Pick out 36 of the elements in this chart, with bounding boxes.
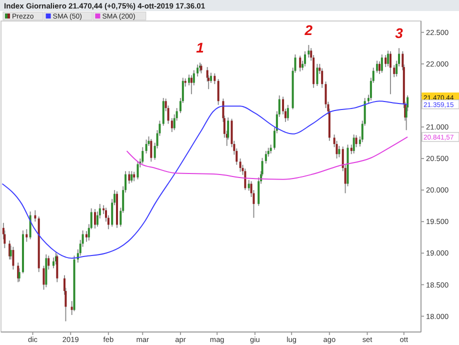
candlestick	[384, 54, 387, 68]
candlestick	[338, 145, 340, 158]
annotation: 2	[304, 22, 313, 38]
candlestick	[376, 60, 378, 74]
candlestick	[26, 228, 28, 242]
candlestick	[29, 211, 32, 240]
candlestick	[94, 208, 96, 230]
candlestick	[145, 139, 148, 154]
candlestick	[308, 44, 310, 58]
candlestick	[128, 170, 130, 184]
candlestick	[170, 118, 173, 133]
candlestick	[380, 54, 383, 74]
candlestick	[142, 146, 144, 164]
annotation: 1	[196, 40, 204, 56]
candlestick	[12, 246, 14, 270]
candlestick	[239, 158, 242, 172]
candlestick	[321, 68, 324, 88]
candlestick	[316, 63, 318, 86]
candlestick	[304, 50, 306, 67]
candlestick	[150, 138, 152, 162]
candlestick	[196, 64, 199, 78]
candlestick	[264, 150, 267, 164]
candlestick	[214, 72, 216, 85]
candlestick	[34, 210, 36, 222]
candlestick	[244, 168, 246, 191]
annotation: 3	[395, 25, 404, 42]
candlestick	[389, 50, 392, 95]
candlestick	[130, 170, 133, 183]
candlestick	[217, 78, 220, 106]
candlestick	[286, 104, 289, 122]
candlestick	[133, 171, 136, 182]
candlestick	[352, 134, 355, 154]
candlestick	[393, 64, 396, 78]
candlestick	[162, 97, 164, 126]
candlestick	[299, 55, 302, 72]
candlestick	[136, 160, 139, 180]
